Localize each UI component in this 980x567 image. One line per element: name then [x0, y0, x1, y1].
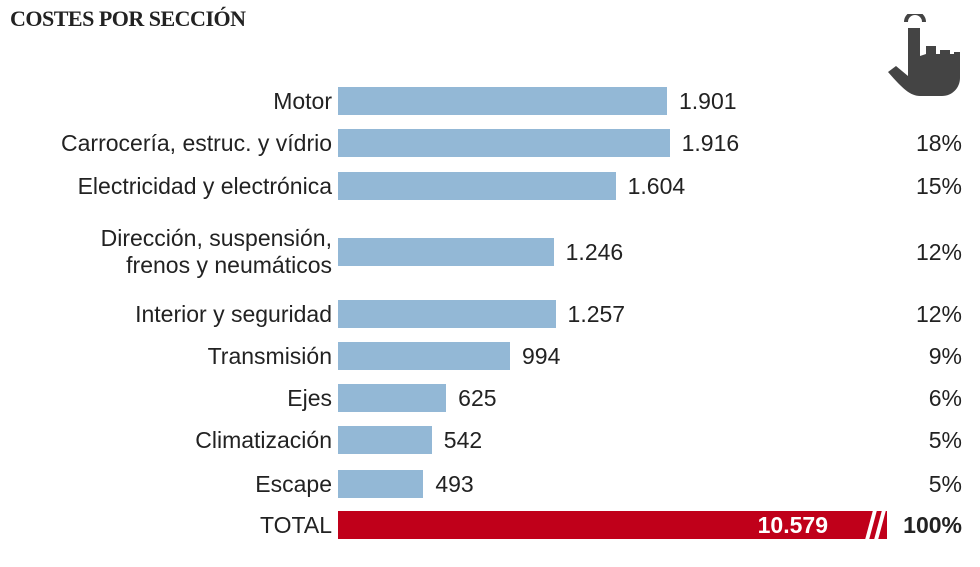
- bar: [338, 238, 554, 266]
- bar: [338, 426, 432, 454]
- value-label: 1.604: [627, 173, 686, 199]
- value-label: 994: [522, 343, 561, 369]
- bar: [338, 87, 667, 115]
- category-label: Motor: [273, 88, 332, 114]
- category-label: Carrocería, estruc. y vídrio: [61, 130, 332, 156]
- value-label: 625: [458, 385, 497, 411]
- category-label: Ejes: [287, 385, 332, 411]
- bar: [338, 129, 670, 157]
- bar: [338, 384, 447, 412]
- value-label: 542: [443, 427, 483, 453]
- value-label: 1.246: [565, 239, 624, 265]
- bar: [338, 300, 556, 328]
- share-label: 5%: [928, 427, 962, 453]
- bar: [338, 470, 424, 498]
- share-label: 9%: [928, 343, 962, 369]
- total-share-label: 100%: [903, 512, 962, 538]
- value-label: 1.916: [681, 130, 740, 156]
- value-label: 1.901: [679, 88, 737, 114]
- bar: [338, 172, 616, 200]
- category-label: Dirección, suspensión, frenos y neumátic…: [100, 225, 332, 278]
- total-bar: [338, 511, 887, 539]
- category-label: Transmisión: [207, 343, 332, 369]
- chart-title: COSTES POR SECCIÓN: [10, 6, 246, 31]
- total-value-label: 10.579: [757, 512, 828, 538]
- share-label: 15%: [915, 173, 962, 199]
- share-label: 5%: [928, 471, 962, 497]
- share-label: 18%: [915, 130, 962, 156]
- value-label: 1.257: [567, 301, 626, 327]
- category-label: Interior y seguridad: [135, 301, 332, 327]
- share-label: 12%: [915, 301, 962, 327]
- share-label: 6%: [928, 385, 962, 411]
- bar: [338, 342, 511, 370]
- total-label: TOTAL: [260, 512, 332, 538]
- category-label: Escape: [255, 471, 332, 497]
- hand-icon: [888, 14, 960, 96]
- category-label: Climatización: [195, 427, 332, 453]
- category-label: Electricidad y electrónica: [77, 173, 332, 199]
- share-label: 12%: [915, 239, 962, 265]
- value-label: 493: [435, 471, 474, 497]
